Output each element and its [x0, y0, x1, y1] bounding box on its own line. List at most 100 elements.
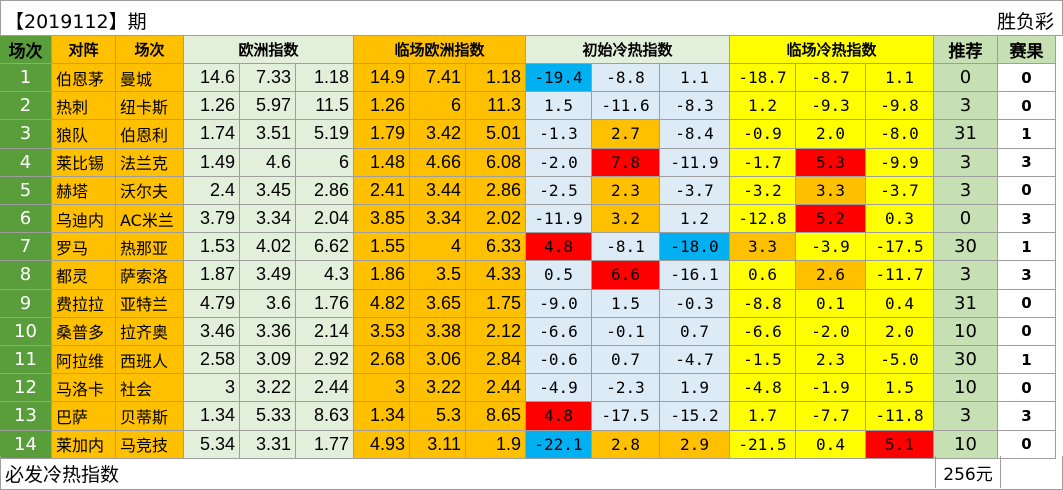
row-index: 6 — [0, 205, 52, 234]
euro-odds: 1.87 — [184, 261, 240, 290]
initial-heat-index: 1.5 — [592, 289, 660, 318]
initial-heat-index: 2.3 — [592, 176, 660, 205]
footer-label: 必发冷热指数 — [5, 464, 120, 486]
row-index: 3 — [0, 120, 52, 149]
euro-odds: 11.5 — [296, 92, 354, 121]
initial-heat-index: 2.7 — [592, 120, 660, 149]
live-euro-odds: 4.66 — [410, 148, 466, 177]
live-euro-odds: 2.86 — [466, 176, 526, 205]
initial-heat-index: 1.5 — [526, 92, 592, 121]
recommendation: 31 — [934, 289, 998, 318]
live-euro-odds: 2.12 — [466, 317, 526, 346]
live-heat-index: -3.7 — [866, 176, 934, 205]
initial-heat-index: -2.0 — [526, 148, 592, 177]
live-heat-index: 0.4 — [796, 430, 866, 459]
live-euro-odds: 2.44 — [466, 374, 526, 403]
live-heat-index: -4.8 — [730, 374, 796, 403]
euro-odds: 2.86 — [296, 176, 354, 205]
live-euro-odds: 5.3 — [410, 402, 466, 431]
live-euro-odds: 6.33 — [466, 233, 526, 262]
live-euro-odds: 2.02 — [466, 205, 526, 234]
row-index: 14 — [0, 430, 52, 459]
home-team: 都灵 — [52, 261, 116, 290]
initial-heat-index: -8.3 — [660, 92, 730, 121]
match-result: 3 — [998, 402, 1056, 431]
live-heat-index: -6.6 — [730, 317, 796, 346]
recommendation: 3 — [934, 402, 998, 431]
live-heat-index: -0.9 — [730, 120, 796, 149]
initial-heat-index: -22.1 — [526, 430, 592, 459]
match-result: 0 — [998, 64, 1056, 93]
live-euro-odds: 4.93 — [354, 430, 410, 459]
live-heat-index: -9.9 — [866, 148, 934, 177]
initial-heat-index: 2.9 — [660, 430, 730, 459]
away-team: 曼城 — [116, 64, 184, 93]
live-euro-odds: 5.01 — [466, 120, 526, 149]
euro-odds: 8.63 — [296, 402, 354, 431]
initial-heat-index: -2.5 — [526, 176, 592, 205]
live-euro-odds: 7.41 — [410, 64, 466, 93]
initial-heat-index: -8.8 — [592, 64, 660, 93]
live-euro-odds: 2.84 — [466, 346, 526, 375]
recommendation: 3 — [934, 261, 998, 290]
initial-heat-index: -15.2 — [660, 402, 730, 431]
euro-odds: 3.49 — [240, 261, 296, 290]
initial-heat-index: -3.7 — [660, 176, 730, 205]
away-team: 拉齐奥 — [116, 317, 184, 346]
away-team: AC米兰 — [116, 205, 184, 234]
away-team: 社会 — [116, 374, 184, 403]
away-team: 伯恩利 — [116, 120, 184, 149]
euro-odds: 1.34 — [184, 402, 240, 431]
euro-odds: 3.31 — [240, 430, 296, 459]
live-heat-index: 2.0 — [866, 317, 934, 346]
header-heat-live: 临场冷热指数 — [730, 36, 934, 64]
live-euro-odds: 1.26 — [354, 92, 410, 121]
initial-heat-index: 6.6 — [592, 261, 660, 290]
live-heat-index: 2.6 — [796, 261, 866, 290]
live-euro-odds: 3.53 — [354, 317, 410, 346]
initial-heat-index: 4.8 — [526, 402, 592, 431]
euro-odds: 3.6 — [240, 289, 296, 318]
live-euro-odds: 4 — [410, 233, 466, 262]
euro-odds: 4.02 — [240, 233, 296, 262]
footer-cost: 256元 — [935, 456, 1001, 488]
initial-heat-index: -11.9 — [526, 205, 592, 234]
header-euro: 欧洲指数 — [184, 36, 354, 64]
row-index: 7 — [0, 233, 52, 262]
footer-bar: 必发冷热指数 256元 — [0, 456, 1063, 490]
home-team: 赫塔 — [52, 176, 116, 205]
away-team: 西班人 — [116, 346, 184, 375]
euro-odds: 4.6 — [240, 148, 296, 177]
header-euro-live: 临场欧洲指数 — [354, 36, 526, 64]
euro-odds: 3.34 — [240, 205, 296, 234]
match-result: 0 — [998, 92, 1056, 121]
live-heat-index: 1.1 — [866, 64, 934, 93]
initial-heat-index: 0.5 — [526, 261, 592, 290]
euro-odds: 1.26 — [184, 92, 240, 121]
live-euro-odds: 1.34 — [354, 402, 410, 431]
live-heat-index: -8.0 — [866, 120, 934, 149]
initial-heat-index: 2.8 — [592, 430, 660, 459]
euro-odds: 4.3 — [296, 261, 354, 290]
live-heat-index: -1.7 — [730, 148, 796, 177]
initial-heat-index: 4.8 — [526, 233, 592, 262]
initial-heat-index: 3.2 — [592, 205, 660, 234]
live-euro-odds: 1.75 — [466, 289, 526, 318]
live-heat-index: 1.2 — [730, 92, 796, 121]
live-euro-odds: 3.06 — [410, 346, 466, 375]
euro-odds: 1.49 — [184, 148, 240, 177]
initial-heat-index: -8.1 — [592, 233, 660, 262]
recommendation: 3 — [934, 176, 998, 205]
live-heat-index: -21.5 — [730, 430, 796, 459]
euro-odds: 3.46 — [184, 317, 240, 346]
initial-heat-index: -0.6 — [526, 346, 592, 375]
away-team: 法兰克 — [116, 148, 184, 177]
away-team: 贝蒂斯 — [116, 402, 184, 431]
initial-heat-index: -4.7 — [660, 346, 730, 375]
live-heat-index: -9.8 — [866, 92, 934, 121]
home-team: 罗马 — [52, 233, 116, 262]
match-result: 0 — [998, 289, 1056, 318]
live-heat-index: 1.7 — [730, 402, 796, 431]
live-heat-index: 0.3 — [866, 205, 934, 234]
match-result: 0 — [998, 176, 1056, 205]
